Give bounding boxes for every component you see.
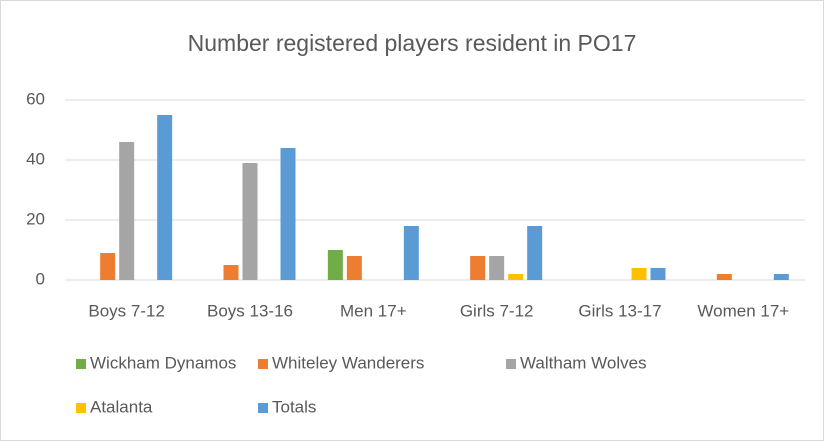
chart-title: Number registered players resident in PO…	[188, 30, 637, 56]
legend-label: Totals	[272, 397, 316, 416]
legend-swatch	[258, 359, 268, 369]
legend-label: Whiteley Wanderers	[272, 353, 424, 372]
bar	[508, 274, 524, 280]
bar	[100, 253, 116, 280]
bar	[650, 268, 666, 280]
y-tick-label: 20	[26, 209, 45, 228]
y-tick-label: 0	[36, 269, 45, 288]
bar	[489, 256, 505, 280]
bar	[242, 163, 258, 280]
legend-swatch	[76, 359, 86, 369]
bar	[280, 148, 296, 280]
legend-label: Waltham Wolves	[520, 353, 647, 372]
bar	[119, 142, 135, 280]
x-tick-label: Men 17+	[340, 301, 407, 320]
x-tick-label: Boys 13-16	[207, 301, 293, 320]
bar	[470, 256, 486, 280]
bar	[716, 274, 732, 280]
legend-swatch	[506, 359, 516, 369]
x-tick-label: Girls 13-17	[578, 301, 661, 320]
bar	[346, 256, 362, 280]
bar	[631, 268, 647, 280]
bar	[157, 115, 173, 280]
x-tick-label: Girls 7-12	[460, 301, 534, 320]
legend-label: Atalanta	[90, 397, 153, 416]
y-tick-label: 40	[26, 149, 45, 168]
bar	[327, 250, 343, 280]
legend-swatch	[76, 403, 86, 413]
bar	[403, 226, 419, 280]
x-tick-label: Women 17+	[697, 301, 789, 320]
y-tick-label: 60	[26, 89, 45, 108]
bar	[773, 274, 789, 280]
bar	[223, 265, 239, 280]
x-tick-label: Boys 7-12	[88, 301, 165, 320]
legend-label: Wickham Dynamos	[90, 353, 236, 372]
legend-swatch	[258, 403, 268, 413]
bar	[527, 226, 543, 280]
